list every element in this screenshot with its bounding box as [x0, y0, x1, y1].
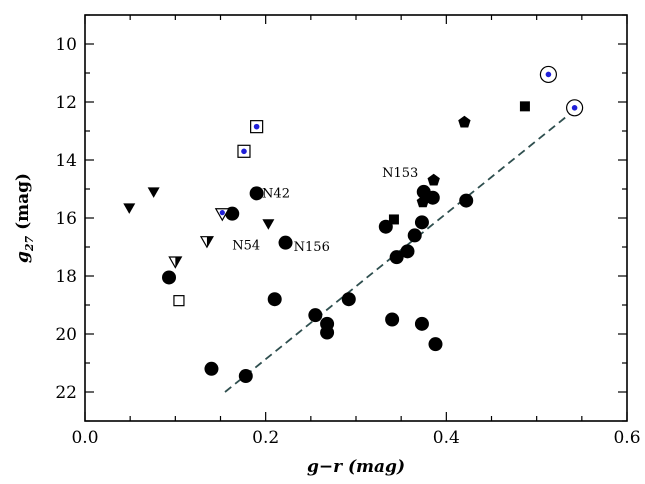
data-point-circle-filled: [428, 337, 443, 352]
data-point-square-open-dot: [237, 144, 251, 158]
axis-ticks: [84, 14, 628, 422]
data-point-square-filled: [388, 214, 399, 225]
data-point-pentagon-filled: [458, 115, 471, 128]
data-point-triangle-down-filled: [147, 187, 160, 198]
x-tick-label: 0.0: [71, 428, 98, 448]
data-point-triangle-down-open-dot: [214, 208, 230, 222]
data-point-circle-filled: [341, 292, 356, 307]
y-axis-title-main: g: [13, 251, 33, 263]
data-point-circle-filled: [320, 325, 335, 340]
y-tick-label: 18: [55, 267, 77, 287]
data-point-pentagon-filled: [427, 173, 440, 186]
data-point-circle-filled: [414, 316, 429, 331]
data-point-square-open-dot: [250, 120, 264, 134]
data-point-triangle-down-filled: [123, 203, 136, 214]
data-point-square-open: [173, 295, 185, 307]
y-tick-label: 14: [55, 151, 77, 171]
data-point-square-filled: [519, 101, 530, 112]
data-point-circle-filled: [389, 250, 404, 265]
x-tick-label: 0.4: [433, 428, 460, 448]
data-points: [123, 65, 584, 384]
data-point-circle-filled: [225, 206, 240, 221]
data-point-circle-filled: [162, 270, 177, 285]
y-tick-label: 16: [55, 209, 77, 229]
data-point-circle-filled: [238, 369, 253, 384]
data-point-triangle-down-half: [168, 256, 183, 269]
x-tick-label: 0.6: [613, 428, 640, 448]
y-tick-label: 10: [55, 35, 77, 55]
axis-tick-labels: 0.0 0.2 0.4 0.6 10 12 14 16 18 20 22: [55, 35, 640, 448]
data-point-circle-filled: [400, 244, 415, 259]
y-tick-label: 22: [55, 383, 77, 403]
y-axis-title-unit: (mag): [13, 173, 33, 236]
data-point-circle-filled: [425, 190, 440, 205]
data-point-circle-filled: [249, 186, 264, 201]
y-axis-title: g27 (mag): [13, 173, 36, 263]
x-axis-title: g−r (mag): [307, 457, 405, 477]
data-point-circle-filled: [308, 308, 323, 323]
x-tick-label: 0.2: [252, 428, 279, 448]
data-point-circle-filled: [407, 228, 422, 243]
data-point-circle-filled: [385, 312, 400, 327]
data-point-pentagon-filled: [416, 195, 430, 208]
x-axis-title-text: g−r (mag): [307, 457, 405, 477]
point-annotation: N42: [262, 186, 290, 201]
y-tick-label: 20: [55, 325, 77, 345]
data-point-circle-filled: [414, 215, 429, 230]
annotations: N42 N54 N156 N153: [232, 166, 418, 255]
point-annotation: N54: [232, 239, 260, 254]
data-point-circle-filled: [459, 193, 474, 208]
point-annotation: N153: [382, 166, 418, 181]
data-point-circle-open-dot: [539, 65, 558, 84]
data-point-triangle-down-filled: [262, 219, 275, 230]
data-point-circle-filled: [204, 361, 219, 376]
data-point-circle-filled: [278, 235, 293, 250]
data-point-circle-filled: [267, 292, 282, 307]
point-annotation: N156: [294, 240, 330, 255]
y-axis-title-sub: 27: [23, 236, 36, 253]
y-tick-label: 12: [55, 93, 77, 113]
data-point-circle-open-dot: [566, 99, 584, 117]
data-point-triangle-down-half: [199, 236, 214, 249]
